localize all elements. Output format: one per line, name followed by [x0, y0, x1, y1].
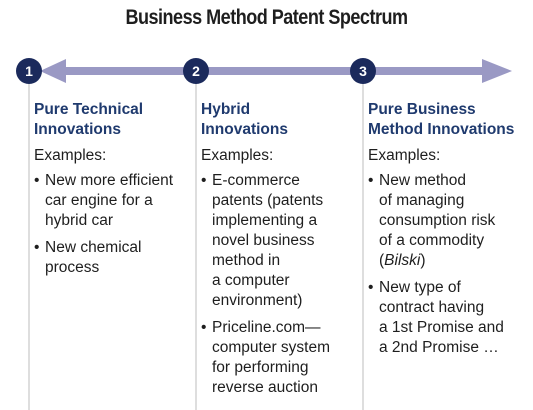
column-3-bullet-2: New type of contract having a 1st Promis… [368, 278, 530, 358]
column-3-bullet-1: New method of managing consumption risk … [368, 171, 530, 271]
column-1-bullet-1: New more efficient car engine for a hybr… [34, 171, 194, 231]
column-3-bullet-1-close: ) [420, 252, 426, 269]
column-1-bullet-2: New chemical process [34, 238, 194, 278]
column-3-bullet-list: New method of managing consumption risk … [368, 171, 530, 358]
bilski-case-name: Bilski [384, 252, 421, 269]
column-pure-business-method: Pure Business Method Innovations Example… [368, 100, 530, 365]
column-hybrid: Hybrid Innovations Examples: E-commerce … [201, 100, 353, 405]
column-1-examples-label: Examples: [34, 147, 107, 164]
column-2-bullet-1: E-commerce patents (patents implementing… [201, 171, 353, 311]
column-pure-technical: Pure Technical Innovations Examples: New… [34, 100, 194, 285]
step-3-number: 3 [359, 63, 367, 79]
arrow-head-right [482, 59, 512, 83]
double-arrow [40, 59, 512, 83]
arrow-shaft [60, 67, 484, 75]
step-1-marker: 1 [16, 58, 42, 84]
step-1-number: 1 [25, 63, 33, 79]
page-title: Business Method Patent Spectrum [125, 6, 408, 29]
column-2-heading: Hybrid Innovations [201, 101, 288, 138]
column-1-heading: Pure Technical Innovations [34, 101, 144, 138]
column-1-bullet-list: New more efficient car engine for a hybr… [34, 171, 194, 278]
step-2-number: 2 [192, 63, 200, 79]
column-3-heading: Pure Business Method Innovations [368, 101, 515, 138]
step-2-marker: 2 [183, 58, 209, 84]
column-2-bullet-list: E-commerce patents (patents implementing… [201, 171, 353, 398]
column-2-bullet-2: Priceline.com— computer system for perfo… [201, 318, 353, 398]
column-3-bullet-1-text: New method of managing consumption risk … [379, 172, 496, 269]
arrow-head-left [40, 59, 66, 83]
step-3-marker: 3 [350, 58, 376, 84]
column-3-examples-label: Examples: [368, 147, 441, 164]
column-2-examples-label: Examples: [201, 147, 274, 164]
